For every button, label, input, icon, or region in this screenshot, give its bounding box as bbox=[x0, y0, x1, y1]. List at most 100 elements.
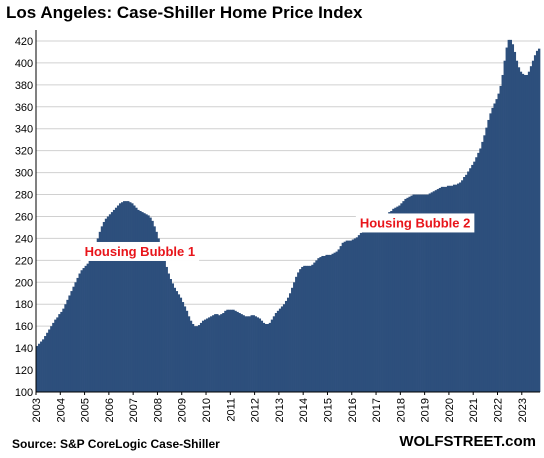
bar bbox=[118, 203, 122, 392]
bar bbox=[238, 313, 241, 392]
bar bbox=[374, 225, 377, 392]
bar bbox=[147, 215, 150, 392]
x-tick-label: 2013 bbox=[274, 398, 286, 422]
bar bbox=[301, 266, 304, 392]
y-tick-label: 400 bbox=[15, 58, 33, 70]
bar bbox=[355, 237, 359, 392]
bar bbox=[48, 329, 51, 392]
bar bbox=[529, 66, 533, 392]
y-tick-label: 380 bbox=[15, 80, 33, 92]
bar bbox=[444, 186, 448, 392]
bar bbox=[218, 315, 221, 392]
x-tick-label: 2009 bbox=[177, 398, 189, 422]
bar bbox=[424, 194, 428, 392]
bar bbox=[112, 209, 116, 392]
bar bbox=[382, 218, 385, 392]
bar bbox=[499, 85, 502, 392]
chart-title: Los Angeles: Case-Shiller Home Price Ind… bbox=[6, 3, 363, 22]
bar bbox=[260, 320, 264, 392]
bar bbox=[475, 157, 478, 392]
y-tick-label: 100 bbox=[15, 387, 33, 399]
bar bbox=[323, 255, 326, 392]
bar bbox=[165, 266, 168, 392]
y-tick-label: 220 bbox=[15, 255, 33, 267]
bar bbox=[286, 297, 290, 392]
bar bbox=[333, 252, 336, 392]
bar bbox=[505, 47, 508, 392]
bar bbox=[108, 214, 112, 392]
bar bbox=[80, 270, 83, 392]
bar bbox=[139, 211, 142, 392]
bar bbox=[380, 220, 383, 392]
bar bbox=[297, 272, 300, 392]
bar bbox=[337, 249, 340, 392]
bar bbox=[40, 341, 43, 392]
bar bbox=[388, 212, 391, 392]
bar bbox=[361, 230, 365, 392]
bar bbox=[256, 317, 260, 392]
bar bbox=[394, 207, 397, 392]
bar bbox=[523, 74, 527, 392]
x-tick-label: 2008 bbox=[152, 398, 164, 422]
bar bbox=[386, 214, 389, 392]
bar bbox=[116, 205, 120, 392]
bar bbox=[329, 254, 332, 392]
bar bbox=[183, 306, 187, 392]
bar bbox=[457, 183, 460, 392]
bar bbox=[450, 185, 454, 392]
bar bbox=[454, 184, 458, 392]
bar bbox=[145, 214, 148, 392]
bar bbox=[471, 164, 474, 392]
bar bbox=[501, 74, 504, 392]
bar bbox=[262, 322, 266, 392]
bar bbox=[313, 262, 316, 392]
bar bbox=[264, 323, 268, 392]
bar bbox=[100, 226, 104, 392]
bar bbox=[446, 185, 450, 392]
x-tick-label: 2020 bbox=[444, 398, 456, 422]
bar bbox=[390, 211, 393, 392]
bar bbox=[185, 310, 189, 392]
bar bbox=[131, 203, 134, 392]
bar bbox=[469, 168, 472, 392]
bar bbox=[110, 212, 114, 392]
bar bbox=[440, 186, 444, 392]
x-tick-label: 2012 bbox=[250, 398, 262, 422]
bar bbox=[177, 294, 181, 392]
bar bbox=[412, 194, 415, 392]
bar bbox=[88, 260, 92, 392]
y-tick-label: 200 bbox=[15, 277, 33, 289]
bar bbox=[201, 320, 205, 392]
bar bbox=[272, 316, 276, 392]
annotation: Housing Bubble 2 bbox=[355, 213, 475, 233]
bar bbox=[491, 107, 494, 392]
x-tick-label: 2016 bbox=[347, 398, 359, 422]
bar bbox=[493, 103, 496, 392]
bar bbox=[392, 208, 395, 392]
bar bbox=[159, 246, 162, 392]
bar bbox=[268, 322, 272, 392]
bar bbox=[331, 253, 334, 392]
bar bbox=[349, 240, 353, 392]
bar bbox=[54, 319, 57, 392]
bar bbox=[50, 326, 53, 392]
bar bbox=[64, 304, 67, 392]
bar-series bbox=[36, 39, 541, 393]
bar bbox=[384, 216, 387, 392]
bar bbox=[327, 254, 330, 392]
y-tick-label: 320 bbox=[15, 146, 33, 158]
y-tick-label: 340 bbox=[15, 124, 33, 136]
bar bbox=[74, 282, 77, 392]
bar bbox=[483, 135, 486, 393]
bar bbox=[378, 223, 381, 392]
bar bbox=[167, 273, 170, 392]
annotation-label: Housing Bubble 2 bbox=[360, 215, 471, 230]
bar bbox=[515, 60, 519, 393]
x-tick-label: 2007 bbox=[128, 398, 140, 422]
bar bbox=[305, 265, 308, 392]
bar bbox=[311, 264, 314, 392]
bar bbox=[208, 317, 211, 392]
bar bbox=[72, 286, 75, 392]
bar bbox=[521, 73, 525, 392]
